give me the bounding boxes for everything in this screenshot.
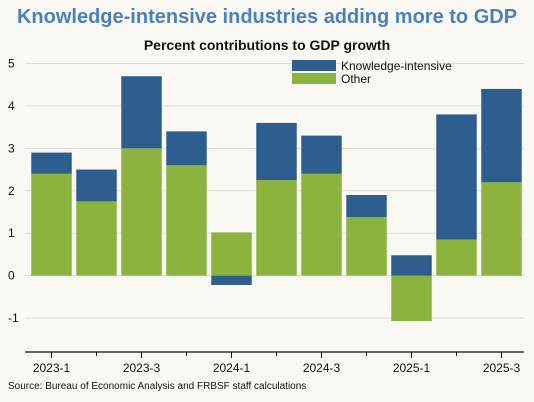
x-tick-label: 2024-3: [303, 361, 341, 375]
bar-knowledge-intensive: [481, 88, 522, 183]
bar-knowledge-intensive: [31, 152, 72, 174]
source-note: Source: Bureau of Economic Analysis and …: [8, 381, 307, 392]
bar-other: [301, 173, 342, 276]
bar-other: [256, 180, 297, 276]
bar-knowledge-intensive: [436, 114, 477, 240]
bar-other: [211, 232, 252, 276]
y-tick-label: -1: [8, 311, 19, 325]
legend-label: Knowledge-intensive: [341, 59, 452, 73]
x-tick-label: 2025-1: [393, 361, 431, 375]
chart-subtitle: Percent contributions to GDP growth: [143, 37, 391, 53]
bar-other: [436, 239, 477, 276]
chart-title: Knowledge-intensive industries adding mo…: [16, 6, 518, 28]
bar-knowledge-intensive: [211, 275, 252, 285]
y-tick-label: 5: [8, 56, 15, 70]
bar-knowledge-intensive: [76, 169, 117, 202]
bar-other: [391, 275, 432, 322]
legend-swatch: [292, 73, 336, 84]
x-tick-label: 2023-3: [123, 361, 161, 375]
x-tick-label: 2025-3: [483, 361, 521, 375]
x-tick-label: 2023-1: [33, 361, 71, 375]
bar-knowledge-intensive: [256, 122, 297, 181]
x-tick-label: 2024-1: [213, 361, 251, 375]
bar-knowledge-intensive: [166, 131, 207, 166]
y-tick-label: 2: [8, 184, 15, 198]
y-tick-label: 4: [8, 99, 15, 113]
y-tick-label: 3: [8, 141, 15, 155]
bar-other: [31, 173, 72, 276]
bar-knowledge-intensive: [346, 195, 387, 218]
bar-knowledge-intensive: [301, 135, 342, 174]
bar-other: [76, 201, 117, 276]
bar-knowledge-intensive: [391, 255, 432, 276]
bar-other: [346, 217, 387, 276]
legend-label: Other: [341, 72, 371, 86]
bar-other: [121, 148, 162, 276]
bar-other: [481, 182, 522, 276]
y-tick-label: 1: [8, 226, 15, 240]
bar-knowledge-intensive: [121, 76, 162, 149]
legend-swatch: [292, 60, 336, 71]
bar-other: [166, 165, 207, 276]
y-tick-label: 0: [8, 269, 15, 283]
